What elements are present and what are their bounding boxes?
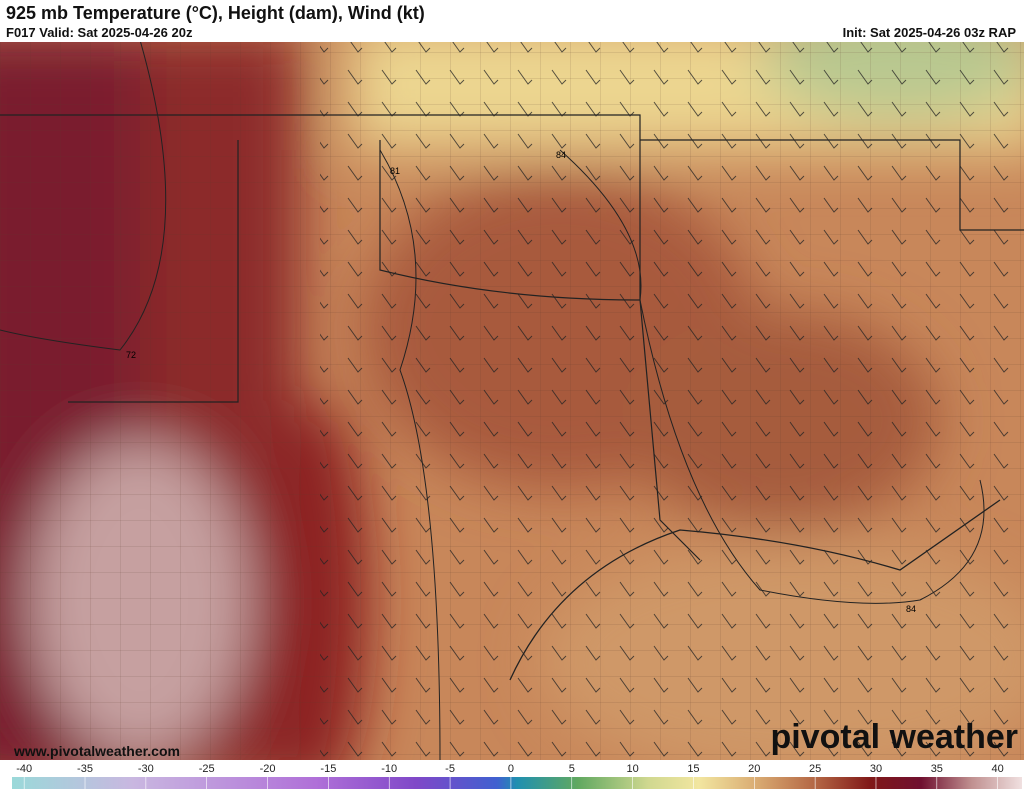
colorbar-tick-label: -15 xyxy=(320,763,336,775)
watermark-brand: pivotal weather xyxy=(770,718,1018,756)
colorbar-tick-label: 0 xyxy=(508,763,514,775)
colorbar-tick-label: -25 xyxy=(199,763,215,775)
colorbar-tick-label: 40 xyxy=(992,763,1004,775)
colorbar-tick-label: 15 xyxy=(687,763,699,775)
title: 925 mb Temperature (°C), Height (dam), W… xyxy=(6,3,425,23)
colorbar-tick-label: -5 xyxy=(445,763,455,775)
colorbar-tick-label: 10 xyxy=(626,763,638,775)
colorbar-tick-label: 20 xyxy=(748,763,760,775)
colorbar-tick-label: 35 xyxy=(931,763,943,775)
colorbar-tick-label: -30 xyxy=(138,763,154,775)
colorbar-tick-label: 30 xyxy=(870,763,882,775)
colorbar-tick-label: -40 xyxy=(16,763,32,775)
colorbar-tick-label: 5 xyxy=(569,763,575,775)
colorbar-tick-label: -20 xyxy=(260,763,276,775)
colorbar-tick-label: 25 xyxy=(809,763,821,775)
valid-time: F017 Valid: Sat 2025-04-26 20z xyxy=(6,25,193,40)
watermark-url: www.pivotalweather.com xyxy=(13,743,180,759)
colorbar xyxy=(12,777,1022,789)
init-time: Init: Sat 2025-04-26 03z RAP xyxy=(843,25,1017,40)
contour-label: 72 xyxy=(126,350,136,360)
contour-label: 84 xyxy=(906,604,916,614)
contour-label: 81 xyxy=(390,166,400,176)
colorbar-tick-label: -10 xyxy=(381,763,397,775)
contour-label: 84 xyxy=(556,150,566,160)
colorbar-tick-label: -35 xyxy=(77,763,93,775)
